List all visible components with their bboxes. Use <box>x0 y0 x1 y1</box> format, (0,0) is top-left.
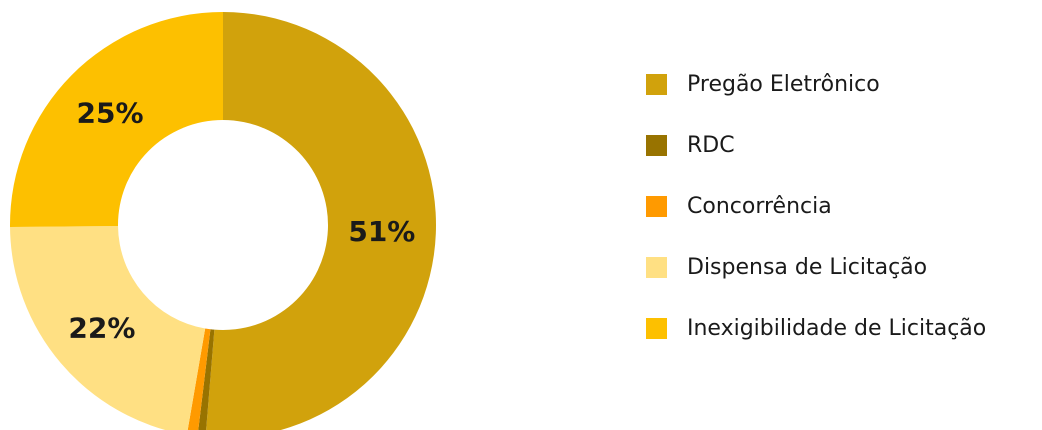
legend-swatch <box>646 318 667 339</box>
legend-item-1: RDC <box>646 133 1042 158</box>
donut-slice-4 <box>10 12 223 228</box>
legend-label: Pregão Eletrônico <box>687 72 880 97</box>
legend-item-2: Concorrência <box>646 194 1042 219</box>
data-label-0: 51% <box>348 215 415 248</box>
legend-swatch <box>646 74 667 95</box>
legend-swatch <box>646 257 667 278</box>
legend-item-3: Dispensa de Licitação <box>646 255 1042 280</box>
donut-slice-1 <box>198 329 215 430</box>
donut-chart: 51% 22% 25% <box>10 12 436 430</box>
data-label-4: 25% <box>77 97 144 130</box>
legend-label: RDC <box>687 133 735 158</box>
legend-item-4: Inexigibilidade de Licitação <box>646 316 1042 341</box>
legend-label: Dispensa de Licitação <box>687 255 928 280</box>
donut-slice-2 <box>187 328 211 430</box>
legend-swatch <box>646 196 667 217</box>
legend-swatch <box>646 135 667 156</box>
legend-item-0: Pregão Eletrônico <box>646 72 1042 97</box>
legend-label: Concorrência <box>687 194 832 219</box>
legend: Pregão Eletrônico RDC Concorrência Dispensa… <box>646 72 1042 377</box>
donut-slice-0 <box>206 12 436 430</box>
legend-label: Inexigibilidade de Licitação <box>687 316 987 341</box>
data-label-3: 22% <box>68 312 135 345</box>
donut-slice-3 <box>10 225 206 430</box>
